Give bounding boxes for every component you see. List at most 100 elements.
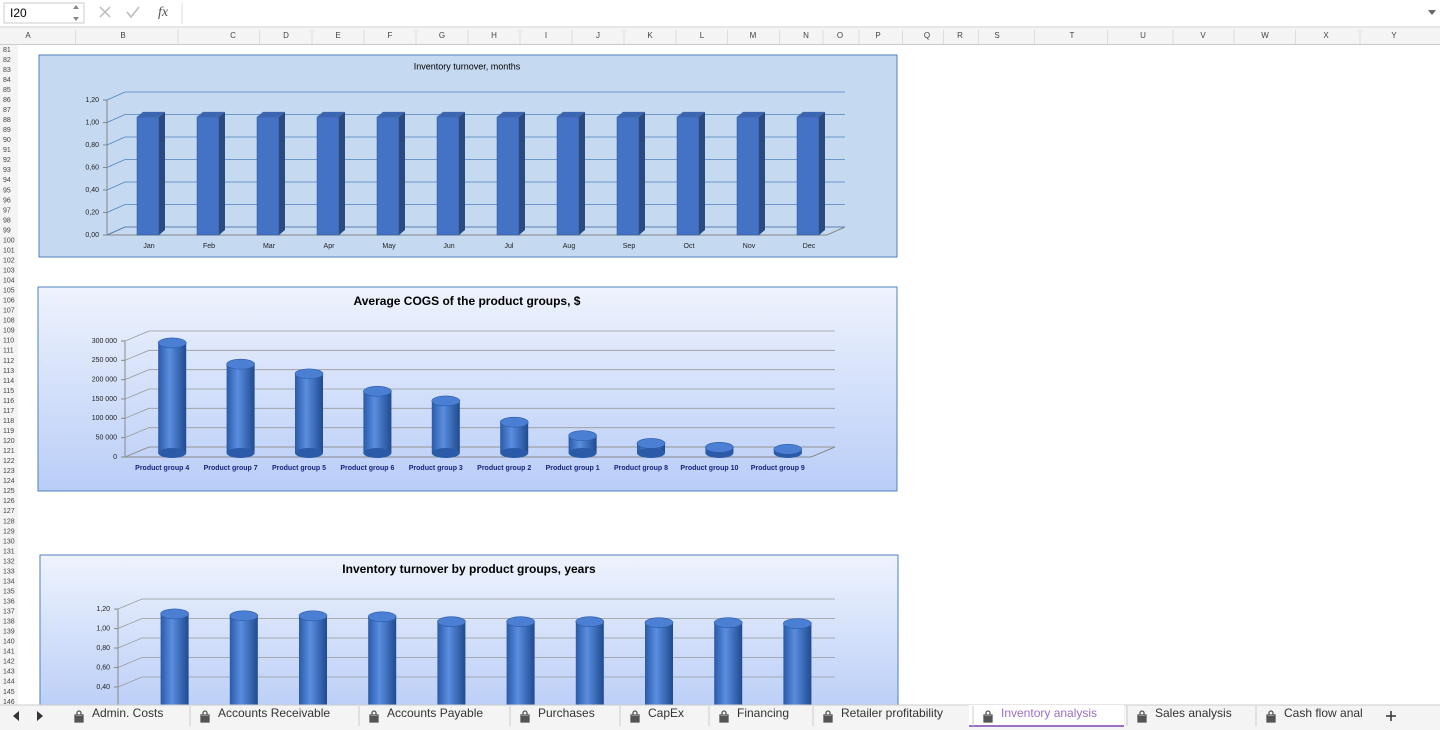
x-tick-label: Nov (743, 243, 756, 250)
row-header: 94 (3, 177, 11, 184)
row-header: 131 (3, 548, 15, 555)
column-header: Y (1391, 31, 1397, 40)
add-sheet-button[interactable] (1386, 711, 1396, 721)
bar-top (617, 111, 645, 117)
sheet-tab[interactable]: CapEx (648, 706, 684, 720)
row-header: 110 (3, 338, 14, 345)
grid-line (106, 204, 845, 213)
y-tick-label: 0,20 (85, 209, 99, 216)
sheet-tab[interactable]: Accounts Receivable (218, 706, 330, 720)
x-tick-label: Product group 7 (204, 465, 258, 472)
bar (226, 364, 255, 453)
name-box-arrows[interactable] (73, 5, 79, 21)
sheet-tab[interactable]: Purchases (538, 706, 595, 720)
bar-side (279, 111, 285, 235)
row-header: 92 (3, 157, 11, 164)
row-header: 130 (3, 538, 15, 545)
row-header: 143 (3, 669, 15, 676)
x-tick-label: Jan (143, 243, 154, 250)
y-tick-label: 300 000 (92, 338, 117, 345)
bar-top (497, 111, 525, 117)
row-header: 129 (3, 528, 15, 535)
x-tick-label: Product group 3 (409, 465, 463, 472)
bar (714, 622, 743, 705)
bar-top (229, 610, 259, 622)
bar-top (367, 611, 397, 623)
bar-top (636, 438, 666, 449)
column-header: Q (924, 31, 930, 40)
sheet-tab[interactable]: Admin. Costs (92, 706, 163, 720)
column-header: K (647, 31, 653, 40)
column-header: C (230, 31, 236, 40)
bar-top (363, 385, 392, 397)
bar-top (226, 358, 255, 370)
bar-top (737, 111, 765, 117)
column-header: F (388, 31, 393, 40)
sheet-tab[interactable]: Accounts Payable (387, 706, 483, 720)
x-tick-label: Product group 6 (340, 465, 394, 472)
name-box-text: I20 (10, 6, 27, 20)
y-tick-label: 0,60 (85, 164, 99, 171)
bar-side (459, 111, 465, 235)
bar-top (568, 430, 597, 442)
y-tick-label: 0,60 (96, 664, 110, 671)
bar-top (713, 617, 743, 628)
row-header: 100 (3, 237, 15, 244)
sheet-tab[interactable]: Retailer profitability (841, 706, 943, 720)
grid-line (117, 637, 835, 649)
name-box[interactable] (3, 2, 85, 24)
bar-top (677, 111, 705, 117)
lock-body (631, 716, 639, 722)
lock-body (201, 716, 209, 722)
row-header: 138 (3, 619, 15, 626)
bar-top (137, 111, 165, 117)
row-header: 118 (3, 418, 14, 425)
row-header: 144 (3, 679, 15, 686)
y-tick-label: 1,20 (96, 606, 110, 613)
x-tick-label: May (382, 243, 396, 250)
row-header: 88 (3, 117, 11, 124)
y-tick-label: 0,00 (85, 232, 99, 239)
row-header: 81 (3, 47, 11, 54)
row-header: 119 (3, 428, 14, 435)
bar-top (557, 111, 585, 117)
column-header: A (25, 31, 31, 40)
expand-icon[interactable] (1428, 10, 1436, 15)
sheet-tab[interactable]: Cash flow anal (1284, 706, 1363, 720)
x-tick-label: Product group 9 (751, 465, 805, 472)
bar-side (399, 111, 405, 235)
x-tick-label: Product group 2 (477, 465, 531, 472)
row-header: 122 (3, 458, 15, 465)
bar (796, 116, 820, 236)
cancel-icon[interactable] (99, 6, 111, 18)
sheet-tab[interactable]: Financing (737, 706, 789, 720)
grid-line (106, 136, 845, 146)
sheet-tab[interactable]: Inventory analysis (1001, 706, 1097, 720)
row-header: 105 (3, 288, 15, 295)
x-tick-label: Product group 10 (680, 465, 738, 472)
grid-line (117, 676, 835, 688)
bar (783, 623, 812, 705)
bar-bottom (295, 448, 323, 458)
grid-line (124, 388, 835, 400)
tab-scroll-arrows[interactable] (13, 711, 43, 721)
column-header: H (491, 31, 497, 40)
lock-body (75, 716, 83, 722)
bar-side (219, 111, 225, 235)
y-tick-label: 100 000 (92, 415, 117, 422)
confirm-icon[interactable] (126, 6, 140, 19)
column-header: X (1323, 31, 1329, 40)
row-header: 85 (3, 87, 11, 94)
fx-label[interactable]: fx (158, 5, 169, 20)
grid-line (106, 91, 845, 101)
bar (316, 116, 340, 236)
row-header: 127 (3, 508, 15, 515)
row-header: 139 (3, 629, 15, 636)
sheet-tab[interactable]: Sales analysis (1155, 706, 1232, 720)
bar (136, 116, 160, 236)
bar (196, 116, 220, 236)
y-tick-label: 250 000 (92, 357, 117, 364)
row-header: 121 (3, 448, 15, 455)
chart-title: Inventory turnover, months (414, 61, 521, 71)
chart-title: Inventory turnover by product groups, ye… (342, 562, 596, 576)
